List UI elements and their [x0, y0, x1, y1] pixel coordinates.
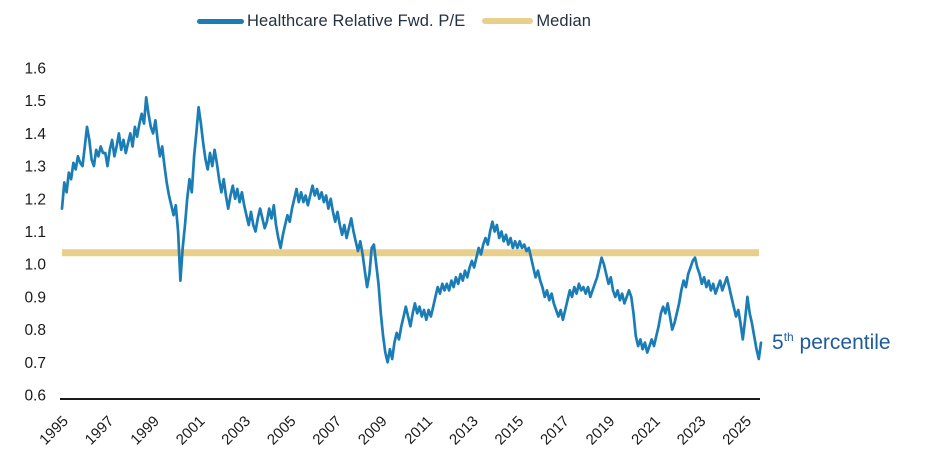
percentile-annotation-text: percentile	[793, 331, 891, 354]
x-axis-tick-label: 2021	[628, 413, 664, 449]
y-axis-tick-label: 0.6	[24, 388, 46, 405]
x-axis-tick-label: 2005	[264, 413, 300, 449]
x-axis-tick-label: 2007	[309, 413, 345, 449]
x-axis-tick-label: 2013	[446, 413, 482, 449]
x-axis-tick-label: 2025	[719, 413, 755, 449]
series-path	[60, 96, 763, 364]
median-line-swatch	[482, 18, 534, 25]
x-axis-tick-label: 2003	[218, 413, 254, 449]
legend-item-healthcare-series: Healthcare Relative Fwd. P/E	[197, 13, 465, 30]
x-axis-tick-label: 2017	[537, 413, 573, 449]
x-axis-tick-label: 1995	[36, 413, 72, 449]
x-axis-tick-label: 2015	[492, 413, 528, 449]
series-line-swatch	[197, 18, 244, 24]
chart-legend: Healthcare Relative Fwd. P/E Median	[197, 13, 591, 30]
y-axis-tick-label: 1.2	[24, 191, 46, 208]
legend-label-healthcare-series: Healthcare Relative Fwd. P/E	[247, 12, 466, 30]
y-axis-tick-label: 0.9	[24, 289, 46, 306]
x-axis-tick-label: 2023	[674, 413, 710, 449]
percentile-annotation: 5th percentile	[772, 330, 891, 355]
y-axis-tick-label: 1.3	[24, 159, 46, 176]
y-axis-tick-label: 0.7	[24, 355, 46, 372]
y-axis-tick-label: 0.8	[24, 322, 46, 339]
y-axis-tick-label: 1.5	[24, 93, 46, 110]
x-axis-tick-label: 1999	[127, 413, 163, 449]
x-axis-tick-label: 1997	[82, 413, 118, 449]
percentile-annotation-ordinal: th	[783, 330, 794, 344]
legend-label-median: Median	[536, 12, 592, 30]
y-axis-tick-label: 1.1	[24, 224, 46, 241]
x-axis-tick-label: 2009	[355, 413, 391, 449]
y-axis-tick-label: 1.6	[24, 61, 46, 78]
y-axis-tick-label: 1.4	[24, 126, 46, 143]
y-axis-tick-label: 1.0	[24, 257, 46, 274]
x-axis-tick-label: 2019	[583, 413, 619, 449]
percentile-annotation-number: 5	[772, 331, 784, 354]
x-axis-tick-label: 2001	[173, 413, 209, 449]
x-axis-tick-label: 2011	[401, 413, 436, 448]
legend-item-median: Median	[482, 13, 591, 30]
